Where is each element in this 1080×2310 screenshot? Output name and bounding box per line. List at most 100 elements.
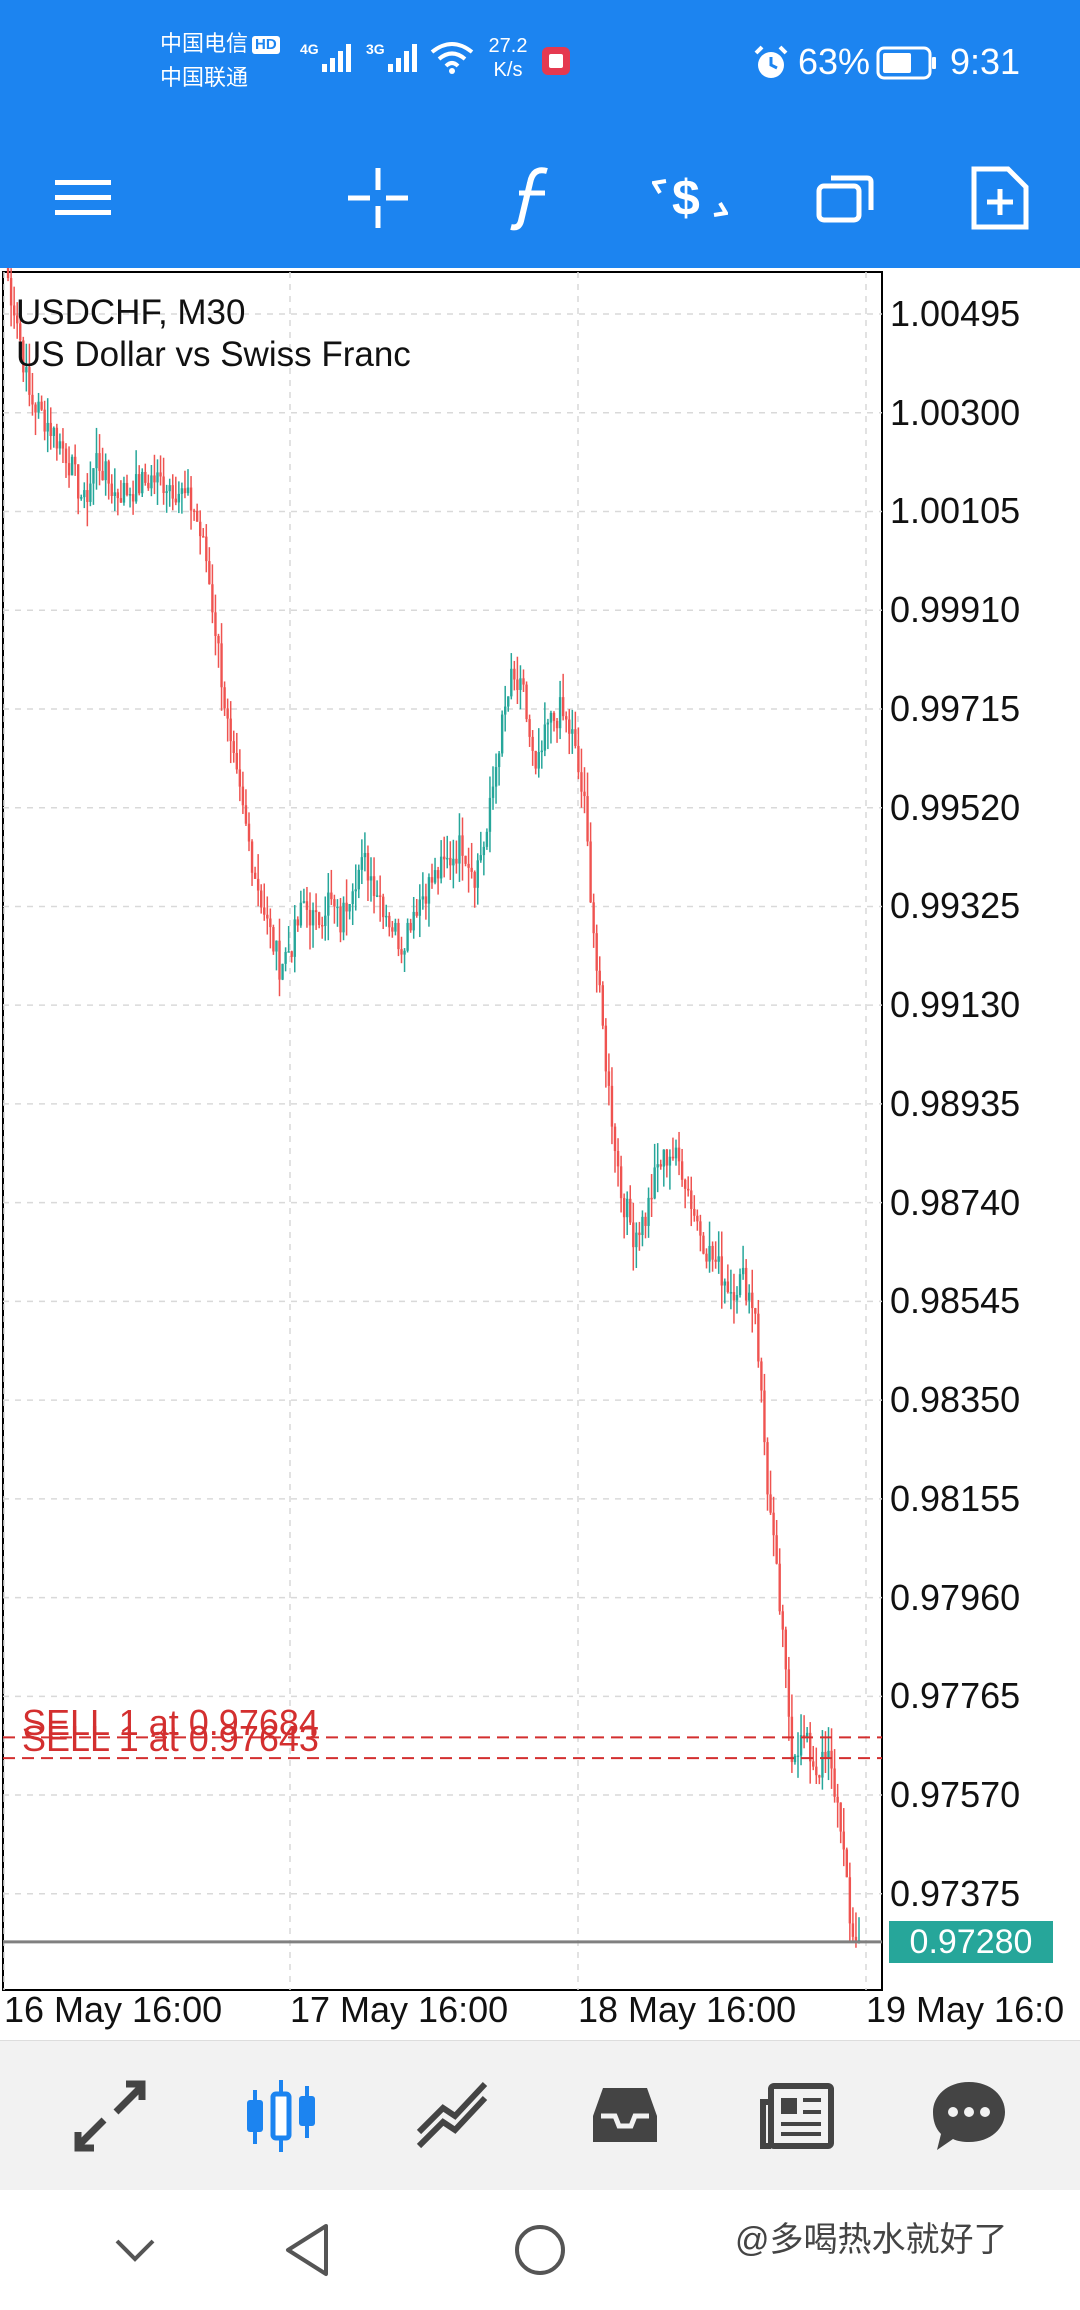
candle-body	[180, 488, 184, 494]
quotes-icon	[74, 2080, 146, 2152]
candle-body	[622, 1198, 626, 1218]
candle-body	[833, 1768, 836, 1797]
system-navigation	[0, 2190, 1080, 2310]
candle-body	[552, 712, 556, 721]
candle-body	[150, 475, 153, 489]
candle-body	[659, 1164, 662, 1167]
y-tick-label: 0.97765	[890, 1675, 1021, 1717]
candle-body	[635, 1232, 638, 1248]
toolbar: $	[0, 125, 1080, 268]
candle-body	[104, 461, 107, 481]
candle-body	[537, 752, 540, 769]
candle-body	[159, 472, 162, 477]
trade-icon[interactable]: $	[645, 153, 735, 243]
candle-body	[345, 902, 348, 912]
candle-body	[388, 915, 391, 928]
candle-body	[357, 869, 360, 890]
windows-icon[interactable]	[800, 153, 890, 243]
sell-order-label-2[interactable]: SELL 1 at 0.97643	[22, 1718, 319, 1759]
indicators-icon[interactable]	[487, 153, 577, 243]
history-icon	[593, 2088, 657, 2142]
candle-body	[372, 876, 376, 896]
candle-body	[260, 890, 263, 908]
y-tick-label: 0.99910	[890, 589, 1021, 631]
candle-body	[244, 805, 248, 824]
candle-body	[330, 892, 333, 900]
candle-body	[561, 697, 565, 717]
y-tick-label: 0.97570	[890, 1774, 1021, 1816]
back-icon[interactable]	[272, 2220, 342, 2280]
candle-body	[55, 427, 59, 449]
candle-body	[488, 797, 492, 832]
candle-body	[766, 1442, 769, 1495]
candle-body	[699, 1221, 702, 1236]
hd-badge: HD	[252, 36, 280, 55]
candle-body	[400, 949, 403, 955]
candle-body	[238, 769, 242, 787]
candle-body	[171, 485, 174, 499]
signal-4g-icon: 4G	[300, 38, 356, 83]
candle-body	[836, 1796, 839, 1803]
tab-chart[interactable]	[236, 2076, 326, 2156]
candle-body	[339, 906, 342, 933]
candle-body	[632, 1222, 635, 1248]
y-tick-label: 0.98155	[890, 1477, 1021, 1519]
y-tick-label: 0.97960	[890, 1576, 1021, 1618]
candle-body	[28, 367, 31, 395]
tab-trade[interactable]	[408, 2076, 498, 2156]
candle-body	[473, 871, 476, 888]
candle-body	[25, 367, 28, 373]
candle-body	[693, 1208, 696, 1216]
menu-icon[interactable]	[38, 153, 128, 243]
candle-body	[436, 870, 440, 879]
candle-body	[92, 468, 95, 484]
candle-body	[613, 1126, 617, 1151]
tab-quotes[interactable]	[65, 2076, 155, 2156]
new-order-icon[interactable]	[955, 153, 1045, 243]
candle-body	[690, 1190, 693, 1209]
candle-body	[705, 1253, 708, 1262]
home-icon[interactable]	[505, 2220, 575, 2280]
tab-news[interactable]	[752, 2076, 842, 2156]
sell-order-label-1[interactable]: SELL 1 at 0.97684	[22, 1702, 319, 1743]
candle-body	[854, 1936, 858, 1942]
candle-body	[214, 612, 217, 636]
candle-body	[769, 1494, 772, 1513]
candle-body	[98, 453, 101, 471]
candle-body	[183, 488, 187, 494]
chart-canvas[interactable]	[0, 268, 1080, 2038]
candle-body	[37, 401, 40, 413]
candle-body	[220, 643, 223, 688]
candle-body	[476, 860, 479, 888]
chart-symbol: USDCHF, M30	[16, 293, 246, 332]
svg-text:$: $	[672, 170, 700, 226]
price-chart[interactable]: USDCHF, M30 US Dollar vs Swiss Franc 1.0…	[0, 268, 1080, 2038]
candle-body	[324, 915, 327, 926]
candle-body	[253, 872, 257, 879]
candle-body	[241, 786, 245, 806]
crosshair-icon[interactable]	[333, 153, 423, 243]
tab-history[interactable]	[580, 2076, 670, 2156]
collapse-icon[interactable]	[100, 2220, 170, 2280]
candle-body	[284, 951, 287, 964]
candle-body	[348, 904, 351, 912]
candle-body	[52, 427, 55, 437]
candle-body	[827, 1750, 830, 1759]
candle-body	[433, 870, 437, 883]
candle-body	[751, 1292, 754, 1309]
candle-body	[507, 696, 510, 707]
candle-body	[293, 919, 296, 957]
candle-body	[787, 1669, 791, 1717]
tab-messages[interactable]	[924, 2076, 1014, 2156]
candle-body	[790, 1716, 794, 1763]
messages-icon	[933, 2082, 1005, 2150]
candle-body	[80, 497, 83, 499]
candle-body	[543, 724, 547, 751]
chart-icon	[247, 2080, 315, 2152]
candle-body	[64, 448, 68, 464]
signal-4g-label: 4G	[300, 41, 319, 57]
candle-body	[851, 1923, 855, 1937]
candle-body	[781, 1611, 784, 1630]
candle-body	[738, 1274, 742, 1295]
candle-body	[461, 835, 464, 856]
